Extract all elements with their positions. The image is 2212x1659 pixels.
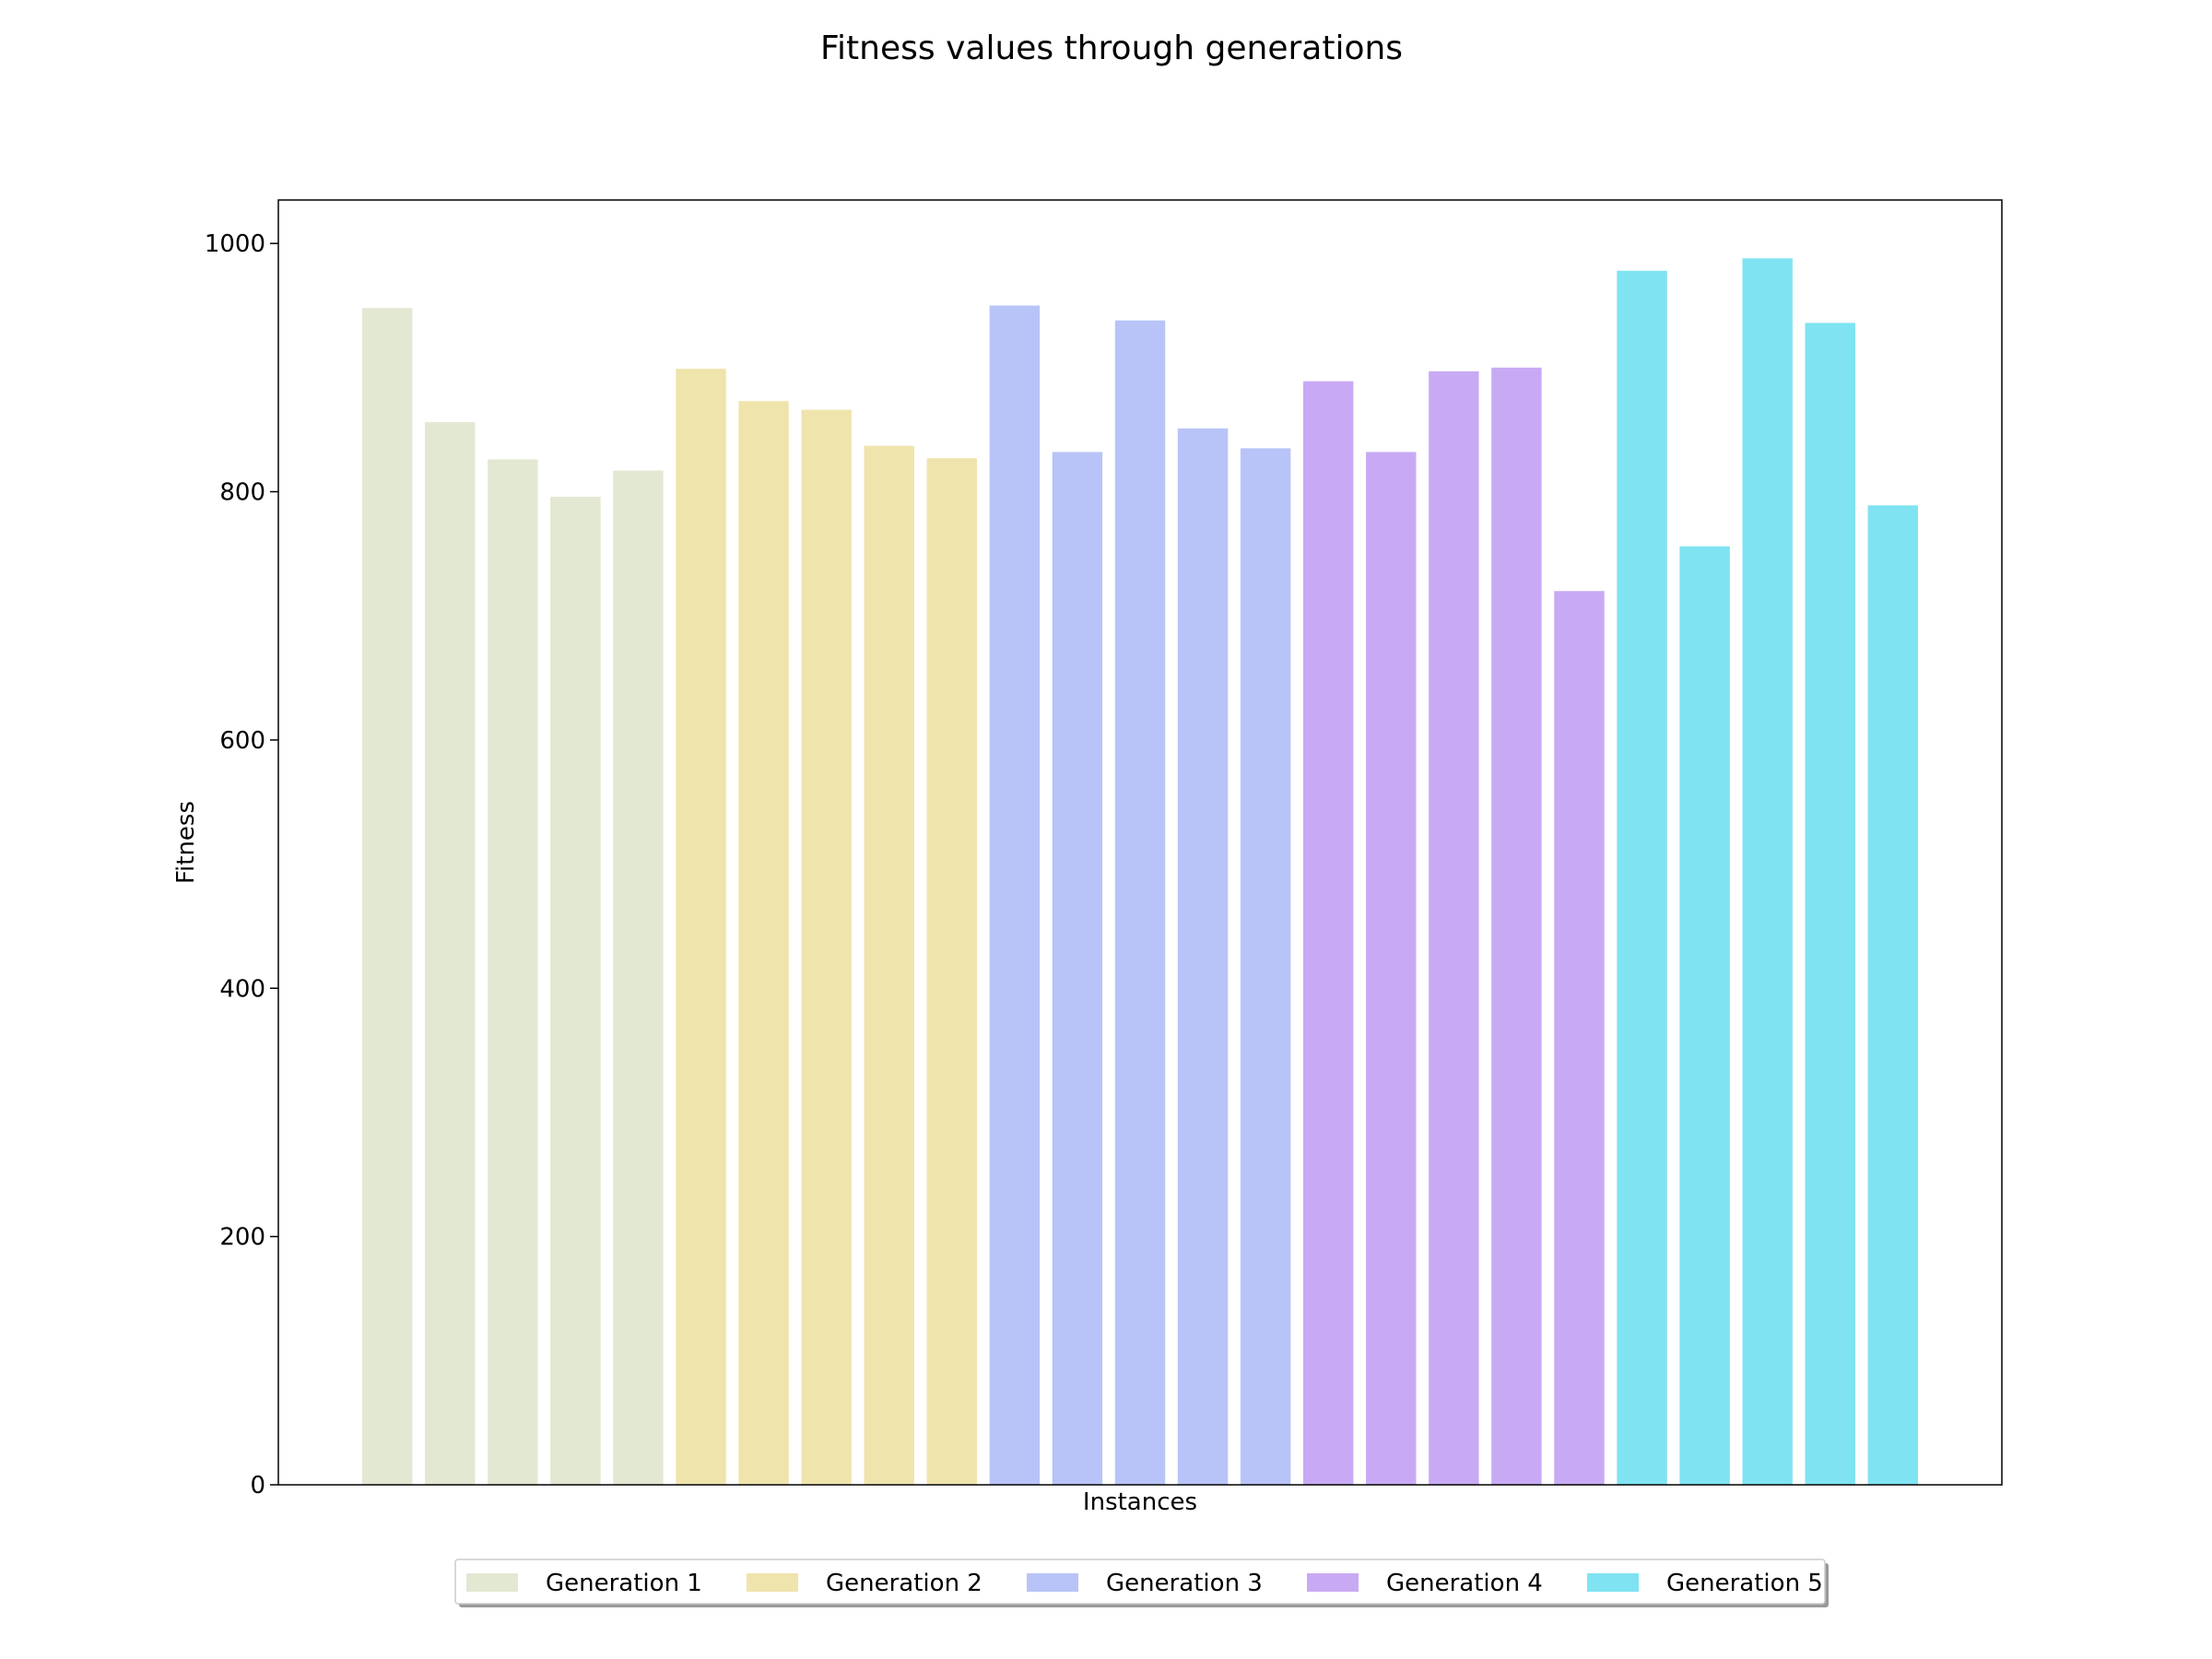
bar [425, 422, 476, 1486]
y-tick-label: 1000 [205, 230, 265, 258]
bar [989, 305, 1041, 1485]
bars-group [361, 258, 1919, 1486]
legend-label: Generation 1 [546, 1570, 702, 1597]
bar [676, 369, 726, 1485]
y-tick-label: 600 [219, 727, 265, 755]
bar [1742, 258, 1793, 1485]
legend-label: Generation 2 [826, 1570, 982, 1597]
bar [1429, 371, 1479, 1485]
legend-label: Generation 5 [1666, 1570, 1823, 1597]
y-axis: 0 200 400 600 800 1000 [205, 230, 278, 1500]
plot-frame [277, 199, 2003, 1486]
legend-swatch [1027, 1573, 1078, 1592]
bar [550, 496, 601, 1485]
x-axis-label: Instances [1083, 1488, 1197, 1516]
legend: Generation 1 Generation 2 Generation 3 Gene… [454, 1559, 1829, 1607]
y-tick-label: 0 [250, 1472, 265, 1500]
legend-swatch [747, 1573, 798, 1592]
y-tick-label: 200 [219, 1224, 265, 1252]
legend-swatch [466, 1573, 518, 1592]
bar [1491, 367, 1542, 1486]
bar [1052, 452, 1103, 1485]
bar [1177, 428, 1229, 1485]
chart-title: Fitness values through generations [820, 29, 1403, 67]
bar [1302, 381, 1354, 1485]
bar [1679, 546, 1730, 1485]
bar [1805, 323, 1855, 1486]
bar [801, 409, 852, 1485]
bar [738, 401, 789, 1486]
bar [1114, 320, 1166, 1486]
legend-box [454, 1559, 1826, 1605]
bar [1867, 505, 1919, 1485]
y-tick-label: 400 [219, 975, 265, 1003]
bar [1240, 448, 1291, 1486]
legend-label: Generation 3 [1106, 1570, 1263, 1597]
y-axis-label: Fitness [172, 801, 200, 884]
bar [488, 459, 538, 1486]
bar [613, 470, 664, 1485]
bar [1366, 452, 1417, 1485]
bar [361, 308, 413, 1486]
bar [1617, 270, 1667, 1486]
bar [1554, 591, 1605, 1485]
bar [926, 458, 978, 1485]
legend-swatch [1587, 1573, 1639, 1592]
bar [864, 445, 914, 1486]
y-tick-label: 800 [219, 479, 265, 507]
legend-swatch [1307, 1573, 1359, 1592]
legend-label: Generation 4 [1386, 1570, 1543, 1597]
